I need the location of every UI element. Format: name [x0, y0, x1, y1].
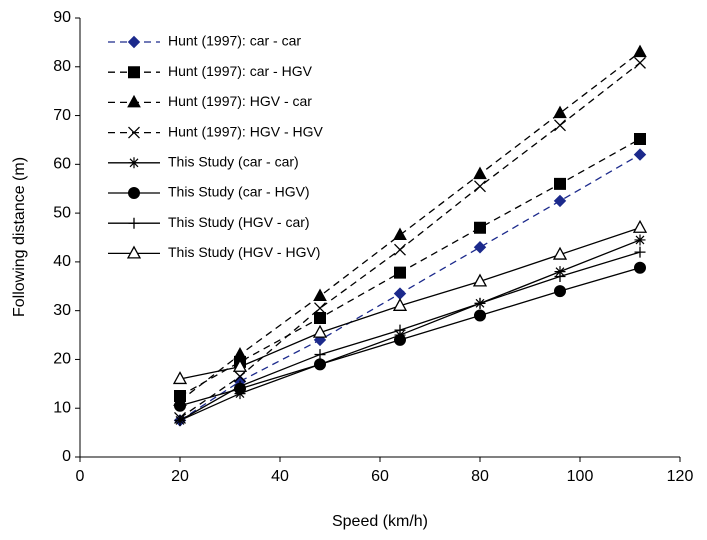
legend-marker [126, 245, 142, 259]
data-point [394, 266, 406, 279]
y-axis-label: Following distance (m) [11, 157, 28, 317]
legend-label: Hunt (1997): HGV - car [168, 93, 312, 109]
data-point [314, 302, 326, 315]
x-tick-label: 0 [76, 468, 85, 485]
legend-marker [127, 94, 141, 108]
data-point [554, 177, 566, 190]
y-tick-label: 60 [53, 156, 71, 173]
series-line [179, 62, 641, 419]
data-point [393, 287, 407, 300]
data-point [633, 148, 647, 161]
legend-label: Hunt (1997): car - car [168, 33, 301, 49]
data-point [174, 414, 186, 426]
x-tick-label: 120 [667, 468, 694, 485]
data-point [172, 371, 188, 385]
y-tick-label: 90 [53, 9, 71, 26]
data-point [393, 334, 407, 346]
y-tick-label: 40 [53, 253, 71, 270]
x-axis-label: Speed (km/h) [332, 513, 428, 530]
data-point [554, 271, 566, 283]
data-point [394, 324, 406, 336]
data-point [472, 273, 488, 287]
data-point [314, 349, 326, 361]
data-point [234, 380, 246, 392]
y-tick-label: 80 [53, 58, 71, 75]
legend-label: This Study (car - car) [168, 154, 299, 170]
data-point [473, 241, 487, 254]
data-point [473, 309, 487, 322]
data-point [394, 243, 406, 256]
data-point [393, 227, 407, 241]
data-point [634, 132, 646, 145]
data-point [553, 105, 567, 119]
x-tick-label: 40 [271, 468, 289, 485]
y-tick-label: 50 [53, 204, 71, 221]
y-tick-label: 70 [53, 107, 71, 124]
x-tick-label: 60 [371, 468, 389, 485]
x-tick-label: 20 [171, 468, 189, 485]
data-point [633, 44, 647, 58]
legend-label: This Study (HGV - car) [168, 214, 310, 230]
legend-label: Hunt (1997): car - HGV [168, 63, 313, 79]
data-point [553, 285, 567, 298]
y-tick-label: 30 [53, 302, 71, 319]
legend-marker [128, 217, 140, 229]
data-point [634, 246, 646, 258]
x-tick-label: 100 [567, 468, 594, 485]
data-point [313, 358, 327, 371]
data-point [474, 180, 486, 193]
data-point [313, 288, 327, 302]
series-line [179, 239, 641, 422]
data-point [474, 221, 486, 234]
legend-marker [127, 187, 141, 199]
legend-marker [128, 157, 140, 169]
legend-label: This Study (car - HGV) [168, 184, 310, 200]
legend-marker [127, 35, 141, 49]
data-point [554, 119, 566, 132]
data-point [553, 194, 567, 208]
data-point [314, 311, 326, 324]
data-point [313, 333, 327, 347]
data-point [173, 399, 187, 412]
data-point [634, 234, 646, 246]
legend-marker [128, 126, 140, 139]
y-tick-label: 10 [53, 399, 71, 416]
data-point [473, 166, 487, 180]
legend-label: This Study (HGV - HGV) [168, 244, 320, 260]
data-point [552, 246, 568, 260]
legend-marker [128, 66, 140, 79]
data-point [233, 347, 247, 360]
data-point [232, 358, 248, 372]
data-point [632, 219, 648, 233]
data-point [392, 297, 408, 311]
x-tick-label: 80 [471, 468, 489, 485]
legend-label: Hunt (1997): HGV - HGV [168, 123, 323, 139]
data-point [312, 324, 328, 338]
y-tick-label: 20 [53, 351, 71, 368]
y-tick-label: 0 [62, 448, 71, 465]
data-point [234, 370, 246, 383]
data-point [633, 261, 647, 274]
data-point [474, 297, 486, 309]
data-point [634, 56, 646, 69]
